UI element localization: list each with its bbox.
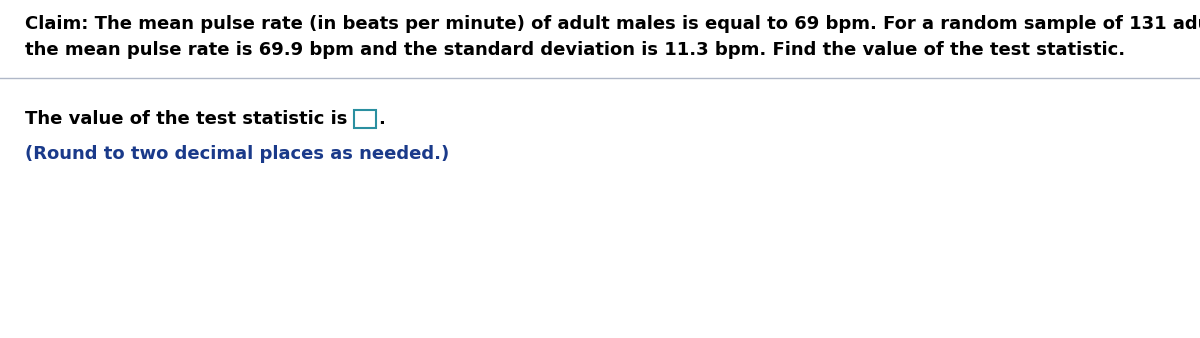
Text: the mean pulse rate is 69.9 bpm and the standard deviation is 11.3 bpm. Find the: the mean pulse rate is 69.9 bpm and the … bbox=[25, 41, 1126, 59]
Text: .: . bbox=[378, 110, 384, 128]
Text: Claim: The mean pulse rate (in beats per minute) of adult males is equal to 69 b: Claim: The mean pulse rate (in beats per… bbox=[25, 15, 1200, 33]
Bar bbox=[354, 110, 376, 128]
Text: (Round to two decimal places as needed.): (Round to two decimal places as needed.) bbox=[25, 145, 449, 163]
Text: The value of the test statistic is: The value of the test statistic is bbox=[25, 110, 354, 128]
